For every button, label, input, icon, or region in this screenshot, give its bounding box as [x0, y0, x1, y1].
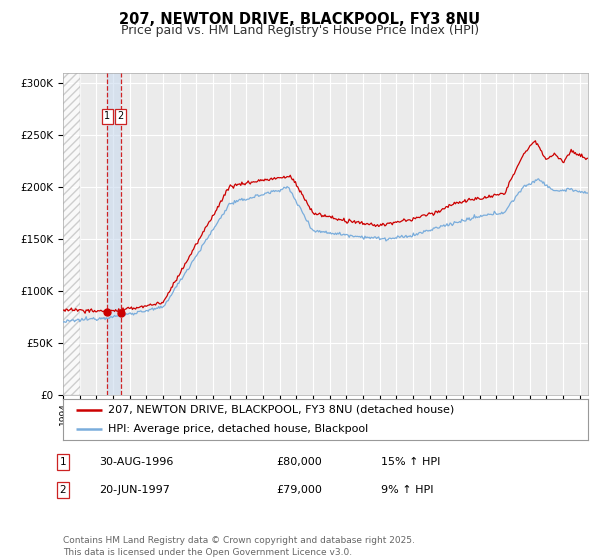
Text: 1: 1 — [59, 457, 67, 467]
Text: Contains HM Land Registry data © Crown copyright and database right 2025.
This d: Contains HM Land Registry data © Crown c… — [63, 536, 415, 557]
Text: 30-AUG-1996: 30-AUG-1996 — [99, 457, 173, 467]
Text: 1: 1 — [104, 111, 110, 122]
Text: 20-JUN-1997: 20-JUN-1997 — [99, 485, 170, 495]
Bar — [63, 73, 80, 395]
Text: £80,000: £80,000 — [276, 457, 322, 467]
Text: 15% ↑ HPI: 15% ↑ HPI — [381, 457, 440, 467]
Text: HPI: Average price, detached house, Blackpool: HPI: Average price, detached house, Blac… — [107, 424, 368, 434]
Bar — [107, 73, 121, 395]
Text: 2: 2 — [118, 111, 124, 122]
Text: 2: 2 — [59, 485, 67, 495]
Text: 9% ↑ HPI: 9% ↑ HPI — [381, 485, 433, 495]
Text: £79,000: £79,000 — [276, 485, 322, 495]
Text: 207, NEWTON DRIVE, BLACKPOOL, FY3 8NU (detached house): 207, NEWTON DRIVE, BLACKPOOL, FY3 8NU (d… — [107, 405, 454, 415]
Text: Price paid vs. HM Land Registry's House Price Index (HPI): Price paid vs. HM Land Registry's House … — [121, 24, 479, 36]
Text: 207, NEWTON DRIVE, BLACKPOOL, FY3 8NU: 207, NEWTON DRIVE, BLACKPOOL, FY3 8NU — [119, 12, 481, 27]
